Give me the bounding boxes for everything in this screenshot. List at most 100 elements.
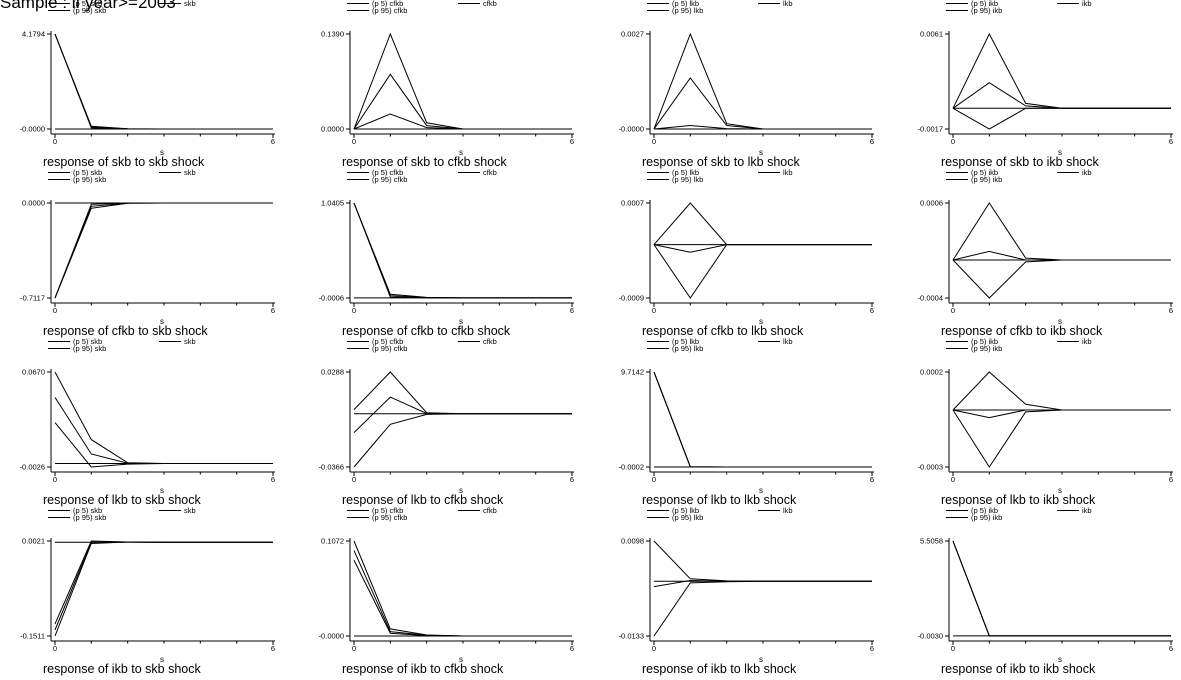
panel-caption: response of cfkb to cfkb shock [342,324,511,338]
legend-label: (p 5) cfkb [372,337,403,346]
series-line [653,202,872,246]
y-tick-label: -0.0004 [918,294,943,303]
y-tick-label: -0.0009 [619,294,644,303]
legend-label: (p 95) cfkb [372,175,407,184]
x-axis-label: s [1058,655,1062,664]
x-tick-label: 0 [951,306,955,315]
series-line [653,371,872,468]
x-axis-label: s [759,486,763,495]
legend-label: (p 95) ikb [971,175,1002,184]
series-line [952,540,1171,637]
series-line [653,77,872,130]
series-line [952,371,1171,411]
panel-lkb-to-ikb: (p 5) ikb ikb (p 95) ikb 0.0002 -0.0003 0 6 sre… [918,337,1174,507]
series-line [353,202,572,299]
legend-label: skb [184,506,196,515]
series-line [353,413,572,468]
series-line [653,244,872,299]
series-line [952,540,1171,637]
panel-caption: response of skb to skb shock [43,155,205,169]
series-line [653,244,872,253]
panel-ikb-to-ikb: (p 5) ikb ikb (p 95) ikb 5.5058 -0.0030 0 6 sre… [918,506,1174,676]
y-tick-label: -0.0000 [20,125,45,134]
legend-label: (p 95) cfkb [372,344,407,353]
legend-label: cfkb [483,506,497,515]
legend-label: (p 95) skb [73,513,106,522]
panel-caption: response of skb to cfkb shock [342,155,507,169]
x-tick-label: 6 [271,475,275,484]
y-tick-label: 0.0670 [22,368,45,377]
legend-label: (p 5) skb [73,168,102,177]
panel-skb-to-lkb: (p 5) lkb lkb (p 95) lkb 0.0027 -0.0000 0 6 sre… [619,0,875,169]
panel-caption: response of ikb to cfkb shock [342,662,504,676]
y-tick-label: 0.1390 [321,30,344,39]
x-tick-label: 6 [870,475,874,484]
x-axis-label: s [1058,148,1062,157]
series-line [54,33,273,130]
y-tick-label: 0.0006 [920,199,943,208]
x-tick-label: 0 [951,475,955,484]
x-tick-label: 6 [1169,475,1173,484]
legend-label: (p 5) cfkb [372,168,403,177]
panel-ikb-to-skb: (p 5) skb skb (p 95) skb 0.0021 -0.1511 0 6 sre… [20,506,275,676]
y-tick-label: 0.0002 [920,368,943,377]
y-tick-label: -0.0003 [918,463,943,472]
panel-caption: response of ikb to lkb shock [642,662,797,676]
series-line [54,422,273,468]
series-line [952,540,1171,637]
panel-skb-to-cfkb: (p 5) cfkb cfkb (p 95) cfkb 0.1390 0.0000 0 6 s… [321,0,574,169]
x-axis-label: s [160,317,164,326]
legend-label: ikb [1082,506,1092,515]
x-axis-label: s [459,486,463,495]
legend-label: (p 5) ikb [971,506,998,515]
series-line [952,82,1171,109]
x-tick-label: 6 [870,644,874,653]
y-tick-label: -0.0000 [619,125,644,134]
y-tick-label: 0.0021 [22,537,45,546]
x-tick-label: 0 [652,306,656,315]
legend-label: (p 95) lkb [672,6,703,15]
y-tick-label: -0.0017 [918,125,943,134]
x-axis-label: s [160,148,164,157]
y-tick-label: 0.0000 [22,199,45,208]
y-tick-label: 0.0098 [621,537,644,546]
panel-caption: response of ikb to ikb shock [941,662,1096,676]
legend-label: ikb [1082,0,1092,8]
legend-label: (p 5) skb [73,337,102,346]
panel-lkb-to-lkb: (p 5) lkb lkb (p 95) lkb 9.7142 -0.0002 0 6 sre… [619,337,875,507]
y-tick-label: -0.0366 [319,463,344,472]
x-tick-label: 6 [570,306,574,315]
series-line [952,409,1171,419]
legend-label: skb [184,337,196,346]
x-tick-label: 6 [271,306,275,315]
y-tick-label: -0.0006 [319,294,344,303]
legend-label: (p 95) ikb [971,513,1002,522]
panel-caption: response of lkb to ikb shock [941,493,1096,507]
y-tick-label: 0.0000 [321,125,344,134]
x-tick-label: 0 [352,644,356,653]
legend-label: lkb [783,337,793,346]
y-tick-label: -0.1511 [20,632,45,641]
legend-label: lkb [783,168,793,177]
legend-label: (p 95) skb [73,175,106,184]
x-tick-label: 0 [53,644,57,653]
legend-label: (p 5) cfkb [372,0,403,8]
series-line [952,250,1171,261]
panel-caption: response of lkb to lkb shock [642,493,797,507]
y-tick-label: -0.7117 [20,294,45,303]
x-axis-label: s [459,148,463,157]
y-tick-label: 5.5058 [920,537,943,546]
x-tick-label: 6 [1169,137,1173,146]
x-tick-label: 6 [870,306,874,315]
y-tick-label: 0.0061 [920,30,943,39]
series-line [653,124,872,130]
series-line [54,541,273,637]
x-axis-label: s [759,317,763,326]
x-tick-label: 6 [1169,306,1173,315]
panel-cfkb-to-lkb: (p 5) lkb lkb (p 95) lkb 0.0007 -0.0009 0 6 sre… [619,168,875,338]
panel-caption: response of skb to lkb shock [642,155,800,169]
legend-label: skb [184,0,196,8]
y-tick-label: 0.1072 [321,537,344,546]
x-tick-label: 0 [53,306,57,315]
